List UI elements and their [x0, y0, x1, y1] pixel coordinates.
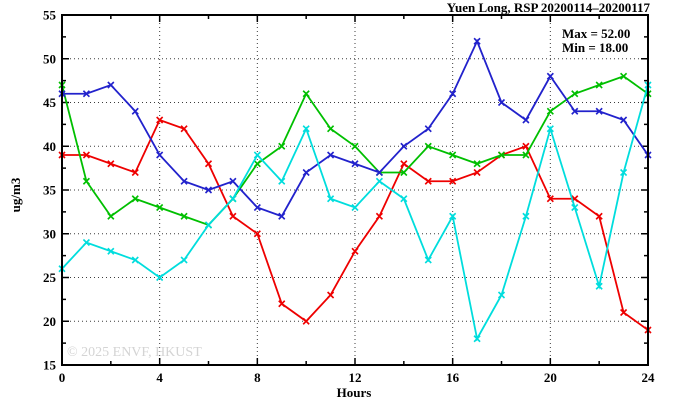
x-tick-label: 24	[642, 370, 656, 385]
y-tick-label: 35	[43, 183, 57, 198]
y-axis-label: ug/m3	[8, 177, 23, 212]
y-tick-label: 15	[43, 358, 57, 373]
stat-max-label: Max = 52.00	[562, 26, 630, 41]
series-red-markers	[58, 116, 652, 334]
y-tick-label: 40	[43, 139, 56, 154]
axis-ticks	[61, 14, 649, 366]
tick-labels: 0 4 8 12 16 20 24 15 20 25 30 35 40 45 50 55	[43, 8, 655, 386]
series-blue-markers	[58, 37, 652, 220]
stat-min-label: Min = 18.00	[562, 40, 628, 55]
x-tick-label: 0	[59, 370, 66, 385]
series-green-line	[61, 75, 649, 227]
watermark: © 2025 ENVF, HKUST	[67, 345, 202, 360]
y-tick-label: 30	[43, 226, 56, 241]
y-tick-label: 55	[43, 8, 57, 23]
series-green-markers	[58, 72, 652, 229]
x-tick-label: 8	[254, 370, 261, 385]
x-tick-label: 16	[446, 370, 460, 385]
x-tick-label: 20	[544, 370, 557, 385]
x-tick-label: 12	[349, 370, 362, 385]
y-tick-label: 20	[43, 314, 56, 329]
x-axis-label: Hours	[337, 385, 372, 400]
y-tick-label: 25	[43, 270, 57, 285]
chart-title: Yuen Long, RSP 20200114–20200117	[447, 0, 651, 15]
plot-border	[61, 14, 649, 366]
grid-lines	[62, 15, 648, 365]
data-series	[58, 37, 652, 343]
x-tick-label: 4	[156, 370, 163, 385]
y-tick-label: 50	[43, 51, 56, 66]
y-tick-label: 45	[43, 95, 57, 110]
